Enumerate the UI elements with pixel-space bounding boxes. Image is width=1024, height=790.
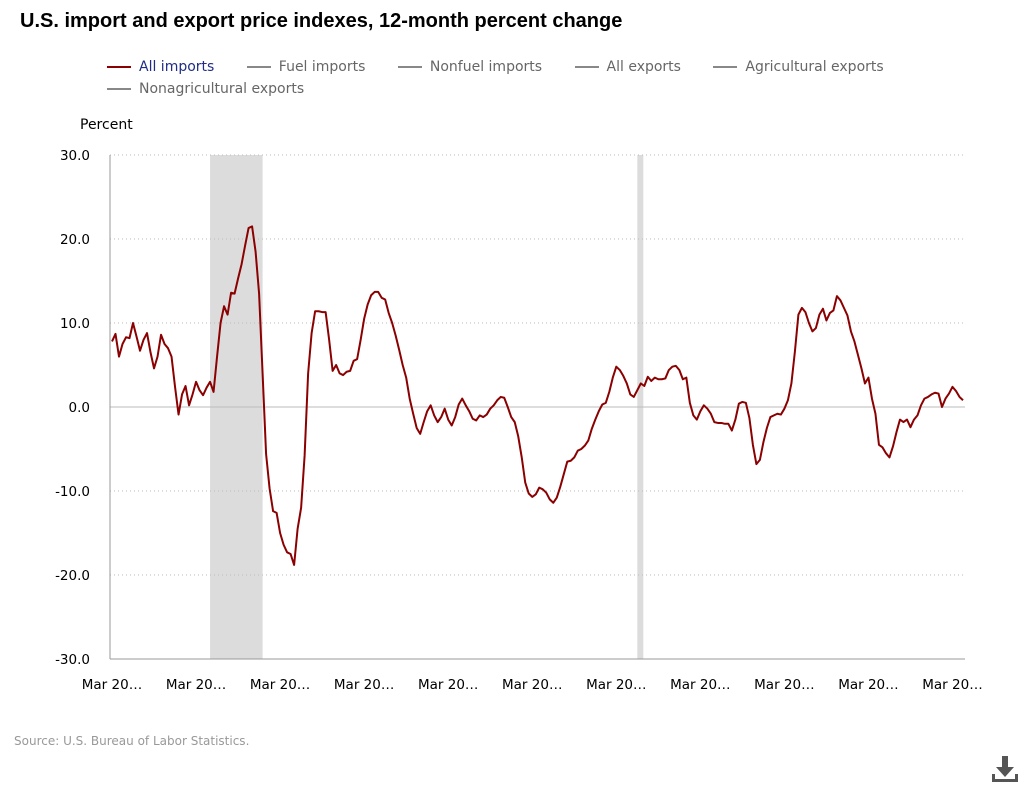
legend-label: All exports xyxy=(606,59,681,75)
legend-label: Fuel imports xyxy=(278,59,366,75)
line-chart: 30.0 20.0 10.0 0.0 -10.0 -20.0 -30.0 Mar 20… Mar… xyxy=(55,148,983,693)
y-tick-label: 30.0 xyxy=(60,148,90,164)
chart-legend: All imports Fuel imports Nonfuel imports… xyxy=(107,56,967,99)
x-tick-label: Mar 20… xyxy=(334,677,394,693)
y-tick-label: 20.0 xyxy=(60,232,90,248)
legend-swatch xyxy=(107,66,131,68)
x-tick-label: Mar 20… xyxy=(838,677,898,693)
legend-swatch xyxy=(713,66,738,68)
legend-label: All imports xyxy=(139,59,215,75)
source-note: Source: U.S. Bureau of Labor Statistics. xyxy=(14,734,250,748)
chart-title: U.S. import and export price indexes, 12… xyxy=(20,10,623,32)
x-tick-label: Mar 20… xyxy=(502,677,562,693)
legend-item-fuel-imports[interactable]: Fuel imports xyxy=(246,57,366,78)
x-tick-label: Mar 20… xyxy=(754,677,814,693)
legend-label: Agricultural exports xyxy=(745,59,884,75)
y-tick-label: -10.0 xyxy=(55,484,90,500)
x-tick-label: Mar 20… xyxy=(670,677,730,693)
series-line-all-imports xyxy=(111,225,964,566)
x-tick-label: Mar 20… xyxy=(922,677,982,693)
y-axis-title: Percent xyxy=(80,117,133,133)
legend-swatch xyxy=(107,87,131,90)
y-tick-label: -30.0 xyxy=(55,652,90,668)
x-tick-label: Mar 20… xyxy=(166,677,226,693)
legend-item-nonagricultural-exports[interactable]: Nonagricultural exports xyxy=(107,78,304,99)
legend-item-nonfuel-imports[interactable]: Nonfuel imports xyxy=(397,57,543,78)
legend-item-all-exports[interactable]: All exports xyxy=(574,57,681,78)
x-tick-label: Mar 20… xyxy=(82,677,142,693)
legend-swatch xyxy=(574,66,599,68)
legend-swatch xyxy=(246,66,271,68)
legend-label: Nonfuel imports xyxy=(429,59,543,75)
y-tick-label: 0.0 xyxy=(69,400,90,416)
legend-swatch xyxy=(397,66,422,68)
legend-label: Nonagricultural exports xyxy=(139,80,305,97)
x-tick-label: Mar 20… xyxy=(250,677,310,693)
x-tick-label: Mar 20… xyxy=(418,677,478,693)
download-icon-graphic xyxy=(992,756,1018,782)
legend-item-all-imports[interactable]: All imports xyxy=(107,57,214,78)
y-tick-label: -20.0 xyxy=(55,568,90,584)
legend-item-agricultural-exports[interactable]: Agricultural exports xyxy=(713,57,884,78)
x-tick-label: Mar 20… xyxy=(586,677,646,693)
download-icon[interactable] xyxy=(990,754,1020,784)
y-tick-label: 10.0 xyxy=(60,316,90,332)
